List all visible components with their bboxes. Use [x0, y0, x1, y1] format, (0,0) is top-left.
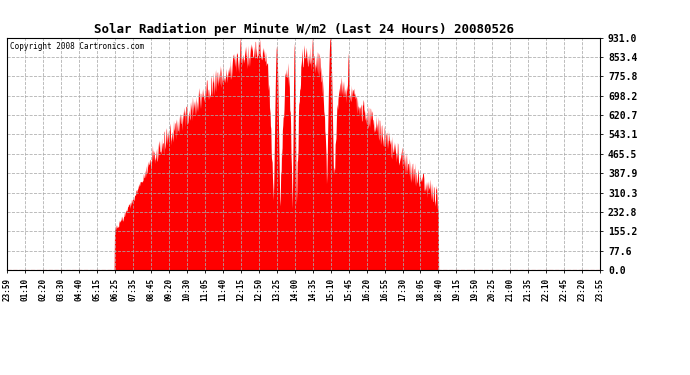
- Text: Copyright 2008 Cartronics.com: Copyright 2008 Cartronics.com: [10, 42, 144, 51]
- Title: Solar Radiation per Minute W/m2 (Last 24 Hours) 20080526: Solar Radiation per Minute W/m2 (Last 24…: [94, 23, 513, 36]
